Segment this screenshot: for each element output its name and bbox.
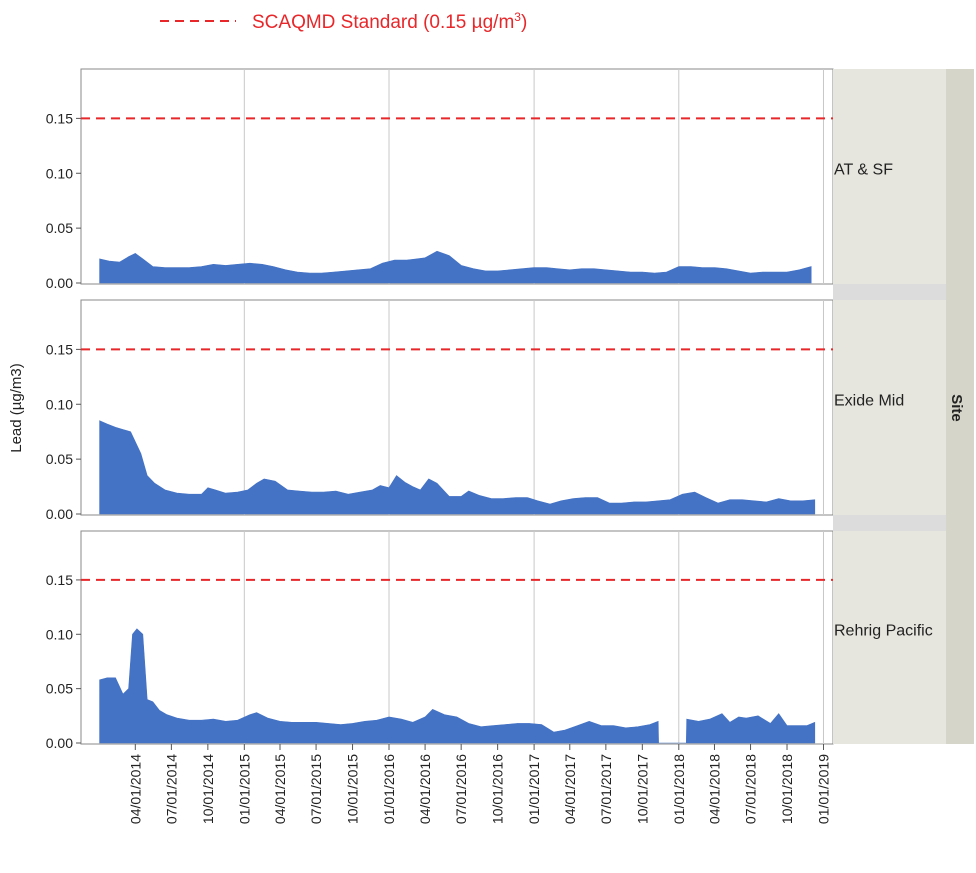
lead-area-series <box>99 420 816 515</box>
panel-frame <box>80 68 834 285</box>
lead-area-series <box>99 250 812 284</box>
x-tick-label: 07/01/2015 <box>308 754 324 824</box>
site-strip <box>833 300 946 515</box>
x-tick-label: 01/01/2017 <box>526 754 542 824</box>
y-tick-label: 0.10 <box>46 165 73 181</box>
site-label: AT & SF <box>834 162 893 179</box>
y-tick-label: 0.00 <box>46 506 73 522</box>
x-tick-label: 01/01/2019 <box>815 754 831 824</box>
site-label: Exide Mid <box>834 393 904 410</box>
y-tick-label: 0.05 <box>46 681 73 697</box>
y-tick-label: 0.15 <box>46 341 73 357</box>
legend-standard-label: SCAQMD Standard (0.15 µg/m3) <box>252 10 527 33</box>
x-tick-label: 07/01/2016 <box>453 754 469 824</box>
x-tick-label: 01/01/2015 <box>236 754 252 824</box>
y-tick-label: 0.05 <box>46 451 73 467</box>
x-tick-label: 01/01/2016 <box>381 754 397 824</box>
lead-area-series <box>99 628 816 744</box>
y-tick-label: 0.15 <box>46 572 73 588</box>
y-tick-label: 0.15 <box>46 110 73 126</box>
legend-standard-suffix: ) <box>521 12 527 33</box>
x-tick-label: 10/01/2015 <box>345 754 361 824</box>
x-tick-label: 07/01/2017 <box>598 754 614 824</box>
y-tick-label: 0.05 <box>46 220 73 236</box>
x-tick-label: 07/01/2014 <box>163 754 179 824</box>
panels: AT & SF 0.00 0.05 0.10 0.15 Exide Mid 0.00 0.05… <box>46 68 946 751</box>
site-group-label: Site <box>948 394 965 422</box>
x-tick-label: 04/01/2015 <box>272 754 288 824</box>
x-tick-label: 10/01/2016 <box>490 754 506 824</box>
site-strip <box>833 531 946 744</box>
panel-0: AT & SF 0.00 0.05 0.10 0.15 <box>46 68 946 291</box>
strip-gap <box>833 515 946 531</box>
site-label: Rehrig Pacific <box>834 623 933 640</box>
panel-frame <box>80 530 834 745</box>
y-tick-label: 0.10 <box>46 626 73 642</box>
x-tick-label: 01/01/2018 <box>671 754 687 824</box>
strip-gap <box>833 284 946 300</box>
y-tick-label: 0.00 <box>46 735 73 751</box>
x-tick-label: 04/01/2018 <box>706 754 722 824</box>
legend: SCAQMD Standard (0.15 µg/m3) <box>160 10 527 33</box>
x-axis: 04/01/2014 07/01/2014 10/01/2014 01/01/2015… <box>127 744 831 824</box>
x-tick-label: 04/01/2016 <box>417 754 433 824</box>
panel-2: Rehrig Pacific 0.00 0.05 0.10 0.15 <box>46 530 946 751</box>
x-tick-label: 04/01/2017 <box>562 754 578 824</box>
x-tick-label: 10/01/2014 <box>200 754 216 824</box>
site-strip <box>833 69 946 284</box>
panel-frame <box>80 299 834 516</box>
panel-1: Exide Mid 0.00 0.05 0.10 0.15 <box>46 299 946 522</box>
y-tick-label: 0.10 <box>46 396 73 412</box>
legend-standard-superscript: 3 <box>514 10 521 24</box>
x-tick-label: 07/01/2018 <box>743 754 759 824</box>
x-tick-label: 04/01/2014 <box>127 754 143 824</box>
site-group-strip <box>946 69 974 744</box>
y-axis-label: Lead (µg/m3) <box>8 363 25 453</box>
x-tick-label: 10/01/2017 <box>634 754 650 824</box>
y-tick-label: 0.00 <box>46 275 73 291</box>
x-tick-label: 10/01/2018 <box>779 754 795 824</box>
